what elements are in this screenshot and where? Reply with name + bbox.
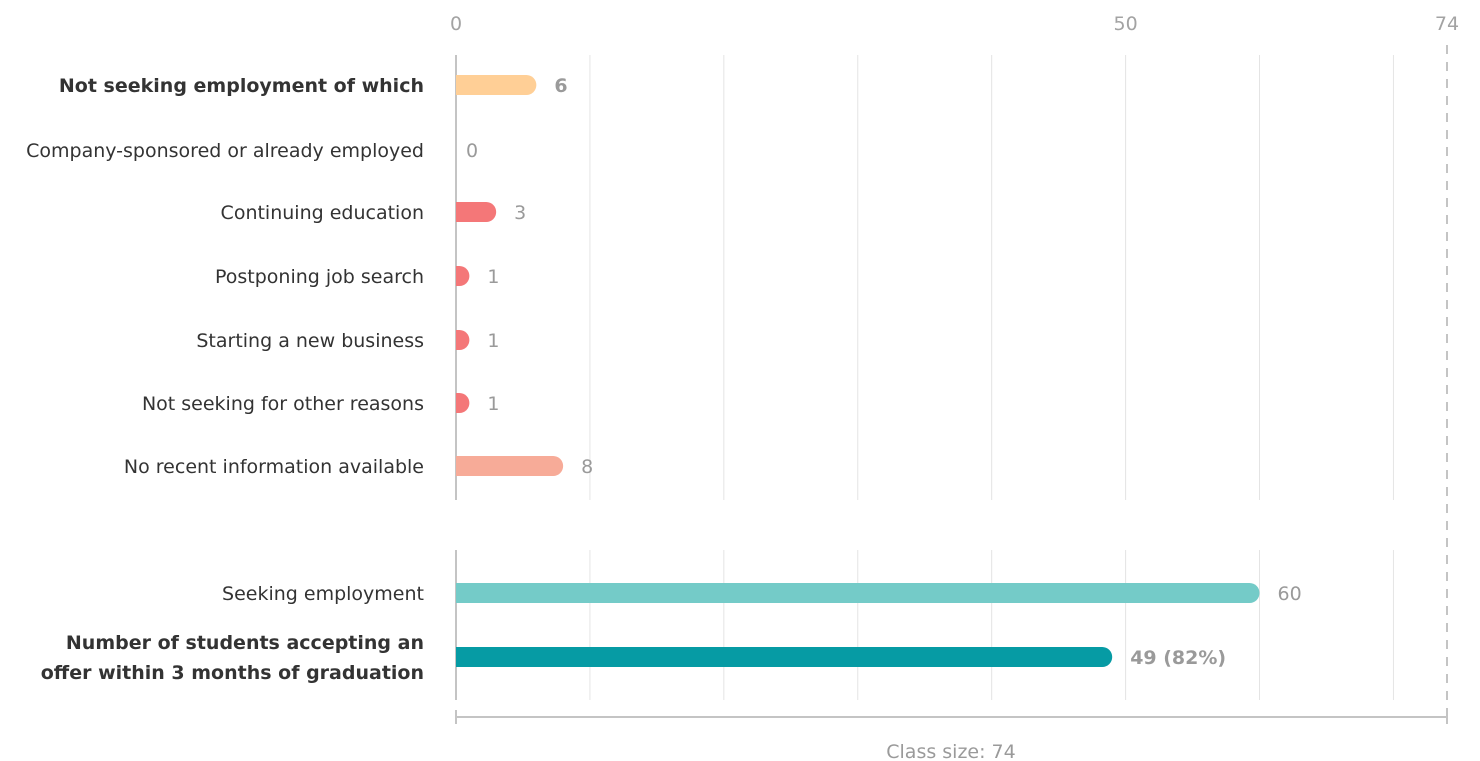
class-size-axis: Class size: 74 [455, 710, 1448, 761]
x-tick-label: 74 [1435, 13, 1459, 35]
bar [456, 456, 564, 476]
category-label: Number of students accepting an [66, 632, 424, 654]
category-label: Not seeking employment of which [59, 75, 424, 97]
class-size-label: Class size: 74 [886, 741, 1015, 761]
value-label: 8 [581, 456, 593, 478]
category-labels: Not seeking employment of which Company-s… [26, 75, 424, 684]
x-axis-ticks: 0 50 74 [450, 13, 1459, 35]
x-tick-label: 50 [1114, 13, 1138, 35]
category-label: Not seeking for other reasons [142, 393, 424, 415]
category-label: Seeking employment [222, 583, 424, 605]
category-label: No recent information available [124, 456, 424, 478]
bar [456, 75, 537, 95]
category-label: offer within 3 months of graduation [41, 662, 424, 684]
value-label: 6 [554, 75, 567, 97]
bar [456, 330, 470, 350]
bar [456, 647, 1113, 667]
value-label: 0 [466, 140, 478, 162]
bar [456, 393, 470, 413]
category-label: Postponing job search [215, 266, 424, 288]
value-label: 3 [514, 202, 526, 224]
bar [456, 266, 470, 286]
x-tick-label: 0 [450, 13, 462, 35]
category-label: Continuing education [221, 202, 424, 224]
bar [456, 202, 497, 222]
value-label: 1 [487, 330, 499, 352]
bars-layer [456, 75, 1260, 667]
value-label: 60 [1278, 583, 1302, 605]
value-label: 1 [487, 393, 499, 415]
category-label: Starting a new business [196, 330, 424, 352]
value-label: 1 [487, 266, 499, 288]
bar [456, 583, 1260, 603]
value-label: 49 (82%) [1130, 647, 1226, 669]
category-label: Company-sponsored or already employed [26, 140, 424, 162]
grid-layer [455, 45, 1448, 712]
